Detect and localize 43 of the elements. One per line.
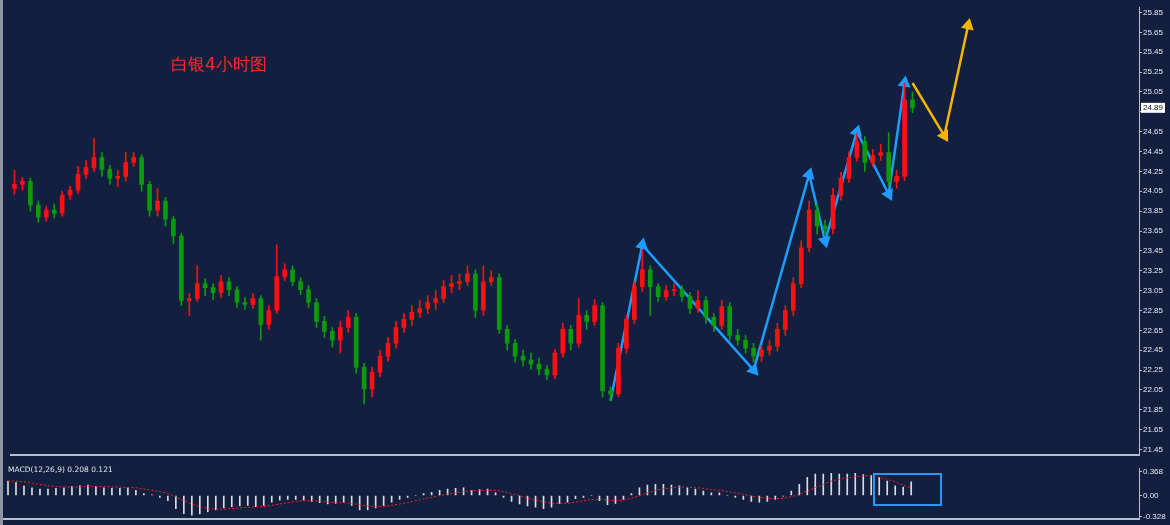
y-tick-label: 23.25: [1143, 265, 1164, 275]
y-tick-label: 25.65: [1143, 27, 1164, 37]
point: [636, 238, 648, 250]
y-tick-label: 23.85: [1143, 206, 1164, 216]
y-tick-label: 24.25: [1143, 166, 1164, 176]
y-tick-label: 23.65: [1143, 226, 1164, 236]
point: [803, 168, 814, 180]
candlestick: [878, 144, 884, 161]
candlestick: [115, 170, 121, 187]
y-tick-label: 21.45: [1143, 444, 1164, 454]
candlestick: [242, 297, 248, 310]
candlestick: [671, 283, 677, 296]
point: [882, 188, 893, 200]
y-tick-label: 24.45: [1143, 146, 1164, 156]
y-tick-label: 23.05: [1143, 285, 1164, 295]
text: 白银4小时图: [171, 54, 267, 74]
y-tick-label: 22.05: [1143, 385, 1164, 395]
y-tick-label: 22.65: [1143, 325, 1164, 335]
annotation: 24.89: [1143, 103, 1164, 113]
candlestick: [186, 293, 192, 316]
y-tick-label: 0.00: [1143, 490, 1160, 500]
y-tick-label: 22.25: [1143, 365, 1164, 375]
candlestick: [202, 278, 208, 296]
y-tick-label: 25.05: [1143, 87, 1164, 97]
point: [898, 76, 910, 88]
y-tick-label: 23.45: [1143, 246, 1164, 256]
point: [819, 236, 830, 248]
y-tick-label: 24.05: [1143, 186, 1164, 196]
point: [850, 125, 862, 137]
y-tick-label: 22.85: [1143, 305, 1164, 315]
y-tick-label: 25.45: [1143, 47, 1164, 57]
candlestick: [417, 300, 423, 318]
y-tick-label: 21.65: [1143, 424, 1164, 434]
y-tick-label: 25.25: [1143, 67, 1164, 77]
y-tick-label: 21.85: [1143, 405, 1164, 414]
y-tick-label: 0.368: [1143, 466, 1164, 476]
y-tick-label: 25.85: [1143, 7, 1164, 17]
y-tick-label: 24.65: [1143, 126, 1164, 136]
y-tick-label: 22.45: [1143, 345, 1164, 355]
point: [747, 364, 759, 376]
candlestick: [433, 290, 438, 310]
line-series: [7, 475, 912, 510]
y-tick-label: -0.328: [1143, 512, 1167, 522]
